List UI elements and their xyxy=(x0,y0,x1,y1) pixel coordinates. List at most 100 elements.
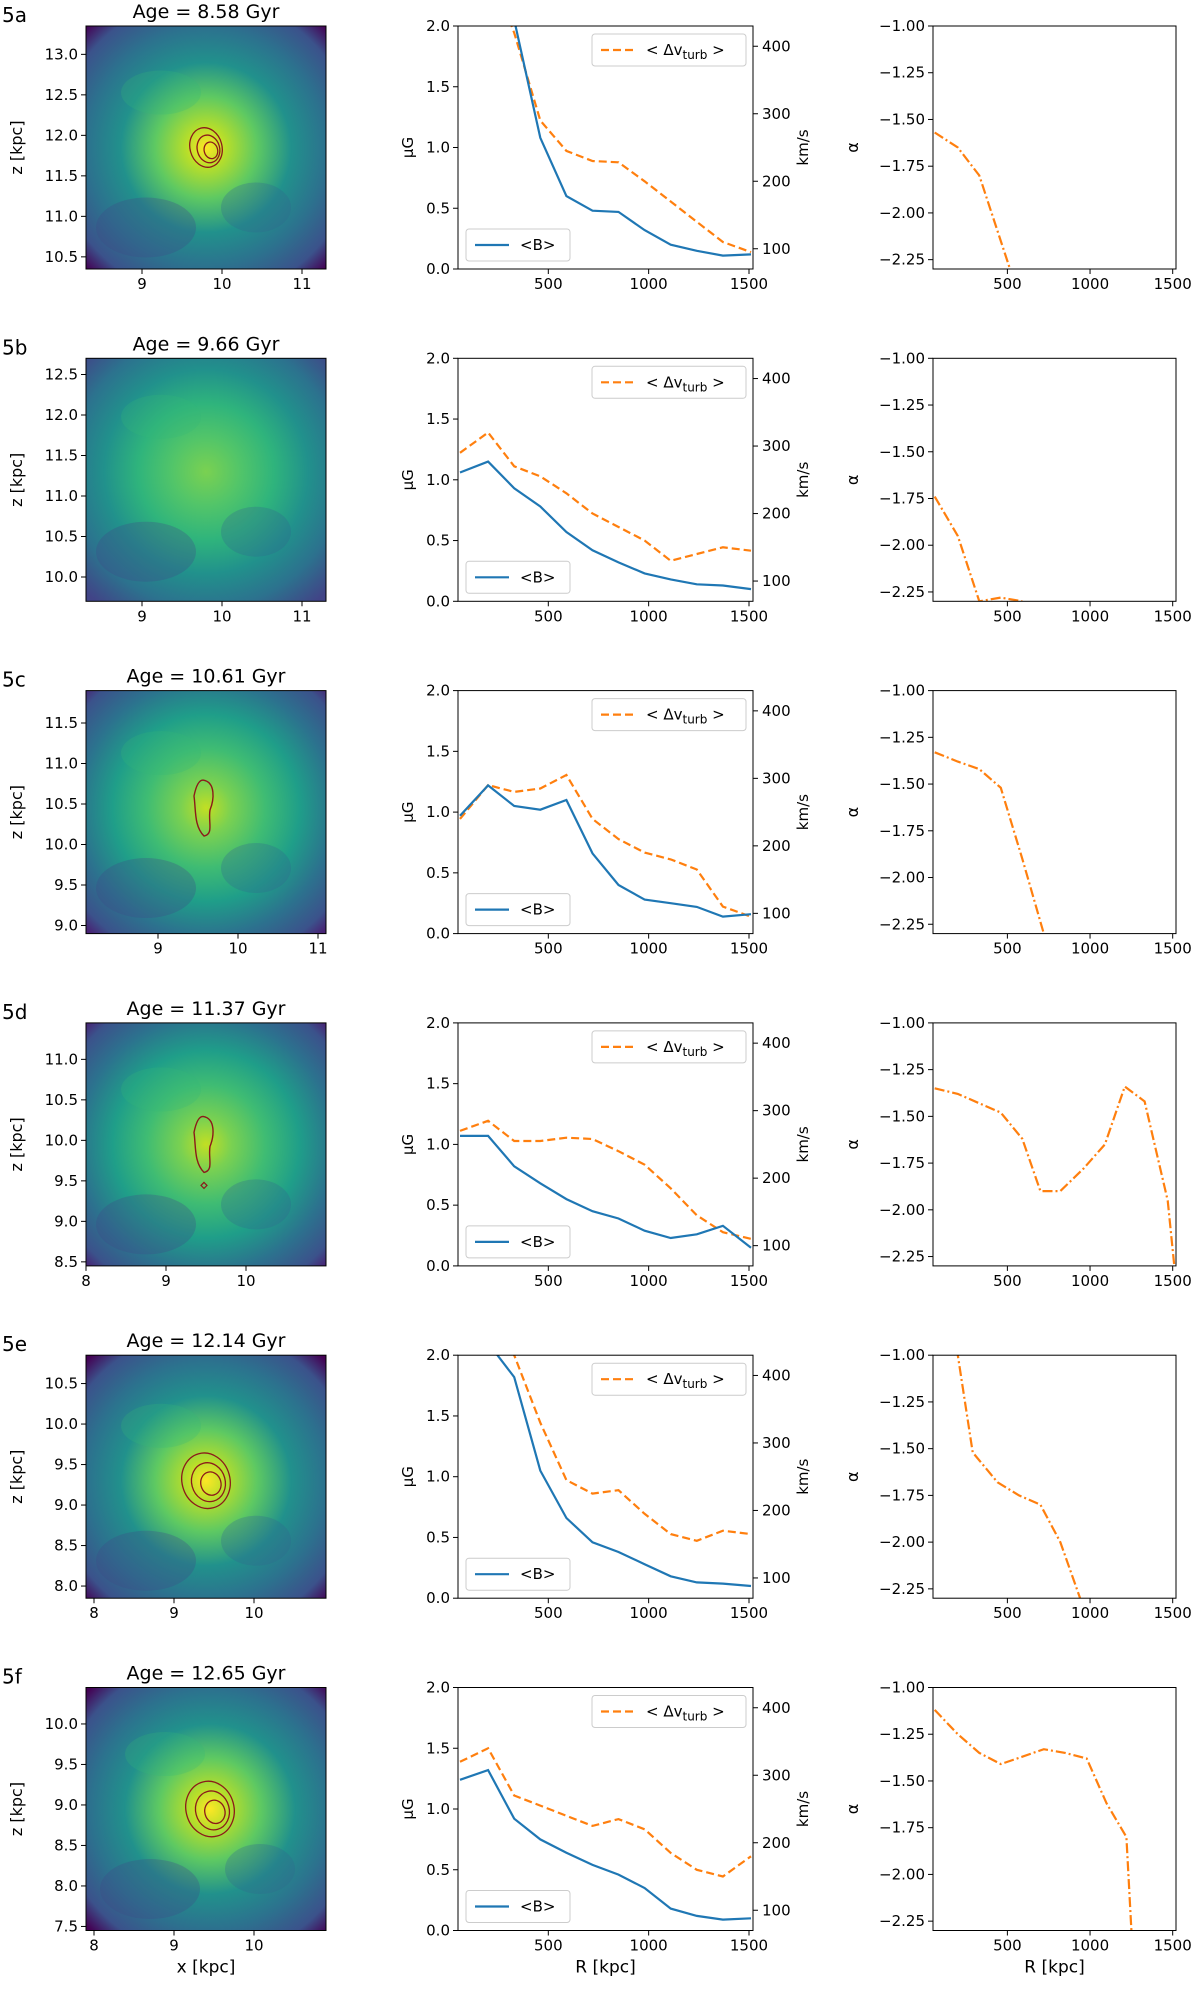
alpha-panel: 500 1000 1500 −1.00 −1.25 −1.50 −1.75 −2.00 −2.2… xyxy=(843,1679,1192,1978)
v-turb-line xyxy=(512,1355,752,1542)
legend-v: < Δvturb > xyxy=(591,698,747,732)
map-title: Age = 11.37 Gyr xyxy=(127,998,286,1020)
alpha-ytick: −1.75 xyxy=(879,1819,925,1837)
row-5c: 5c Age = 10.61 Gyr 9 10 11 9.0 9.5 10.0 10.5 11.0… xyxy=(2,666,1192,958)
legend-v-label: < Δvturb > xyxy=(646,373,725,394)
map-ytick: 8.5 xyxy=(54,1836,78,1854)
legend-v: < Δvturb > xyxy=(591,1030,747,1064)
legend-b: <B> xyxy=(465,1225,571,1259)
map-ylabel: z [kpc] xyxy=(7,785,26,839)
map-frame xyxy=(85,1354,327,1599)
map-frame xyxy=(85,25,327,270)
profile-panel: 500 1000 1500 0.0 0.5 1.0 1.5 2.0 100 200 300 400 μG… xyxy=(399,349,812,625)
map-ytick: 9.5 xyxy=(54,1456,78,1474)
map-image xyxy=(86,690,326,934)
map-xtick: 11 xyxy=(292,275,311,293)
legend-v-label: < Δvturb > xyxy=(646,41,725,62)
map-xlabel: x [kpc] xyxy=(177,1958,236,1978)
b-ytick: 0.5 xyxy=(426,199,450,217)
alpha-xtick: 500 xyxy=(993,1604,1022,1622)
map-frame xyxy=(85,690,327,935)
map-xtick: 10 xyxy=(236,1272,255,1290)
map-xtick: 9 xyxy=(137,275,147,293)
alpha-panel: 500 1000 1500 −1.00 −1.25 −1.50 −1.75 −2.00 −2.2… xyxy=(843,682,1192,958)
v-ytick: 200 xyxy=(762,1834,791,1852)
contour xyxy=(204,1799,226,1825)
alpha-ytick: −1.75 xyxy=(879,822,925,840)
alpha-xtick: 1500 xyxy=(1154,1272,1192,1290)
map-xtick: 11 xyxy=(292,607,311,625)
profile-xlabel: R [kpc] xyxy=(575,1958,635,1978)
v-ylabel: km/s xyxy=(794,129,812,165)
legend-b-label: <B> xyxy=(520,901,555,919)
alpha-xtick: 1000 xyxy=(1071,607,1109,625)
map-ytick: 11.0 xyxy=(45,1050,78,1068)
map-ylabel: z [kpc] xyxy=(7,1782,26,1836)
map-ytick: 10.5 xyxy=(45,528,78,546)
b-ytick: 1.5 xyxy=(426,1407,450,1425)
map-title: Age = 12.65 Gyr xyxy=(127,1663,286,1685)
alpha-ytick: −1.50 xyxy=(879,110,925,128)
b-field-line xyxy=(496,1355,752,1588)
alpha-ylabel: α xyxy=(843,475,862,486)
alpha-xtick: 500 xyxy=(993,940,1022,958)
v-ytick: 200 xyxy=(762,1501,791,1519)
v-ytick: 400 xyxy=(762,37,791,55)
map-ytick: 9.0 xyxy=(54,1496,78,1514)
v-ytick: 300 xyxy=(762,769,791,787)
map-xtick: 8 xyxy=(89,1604,99,1622)
legend-v-label: < Δvturb > xyxy=(646,1370,725,1391)
profile-xtick: 1500 xyxy=(730,1937,768,1955)
map-image xyxy=(86,1355,326,1599)
alpha-ytick: −2.25 xyxy=(879,1580,925,1598)
row-5b: 5b Age = 9.66 Gyr 9 10 11 10.0 10.5 11.0 11.5 12.… xyxy=(2,333,1192,625)
alpha-ytick: −2.00 xyxy=(879,1201,925,1219)
alpha-xtick: 1500 xyxy=(1154,275,1192,293)
legend-b-label: <B> xyxy=(520,568,555,586)
alpha-ytick: −2.00 xyxy=(879,204,925,222)
alpha-xtick: 500 xyxy=(993,607,1022,625)
v-ytick: 400 xyxy=(762,370,791,388)
b-field-line xyxy=(459,460,752,591)
profile-xtick: 500 xyxy=(534,1272,563,1290)
map-image xyxy=(86,26,326,269)
alpha-ytick: −2.25 xyxy=(879,915,925,933)
alpha-frame xyxy=(932,690,1177,935)
map-ytick: 11.0 xyxy=(45,755,78,773)
map-ytick: 10.0 xyxy=(45,1415,78,1433)
profile-panel: 500 1000 1500 0.0 0.5 1.0 1.5 2.0 100 200 300 400 μG… xyxy=(399,1346,812,1622)
map-title: Age = 8.58 Gyr xyxy=(133,1,280,23)
v-ytick: 400 xyxy=(762,1699,791,1717)
v-ylabel: km/s xyxy=(794,1791,812,1827)
b-field-line xyxy=(459,783,752,918)
profile-xtick: 500 xyxy=(534,1604,563,1622)
b-ytick: 1.0 xyxy=(426,1800,450,1818)
map-ytick: 7.5 xyxy=(54,1917,78,1935)
v-ytick: 100 xyxy=(762,904,791,922)
v-ytick: 400 xyxy=(762,702,791,720)
profile-xtick: 1500 xyxy=(730,1604,768,1622)
alpha-ytick: −2.25 xyxy=(879,583,925,601)
b-ytick: 1.5 xyxy=(426,1739,450,1757)
legend-v-label: < Δvturb > xyxy=(646,1038,725,1059)
panel-label: 5b xyxy=(2,335,27,359)
legend-v-label: < Δvturb > xyxy=(646,1703,725,1724)
v-ytick: 300 xyxy=(762,105,791,123)
v-ylabel: km/s xyxy=(794,794,812,830)
panel-label: 5a xyxy=(2,3,27,27)
b-ytick: 0.5 xyxy=(426,1196,450,1214)
alpha-ytick: −1.75 xyxy=(879,489,925,507)
legend-b-label: <B> xyxy=(520,236,555,254)
alpha-ytick: −1.25 xyxy=(879,728,925,746)
alpha-line xyxy=(934,751,1045,934)
map-image xyxy=(86,358,326,602)
contour xyxy=(203,141,219,160)
alpha-xtick: 1500 xyxy=(1154,1604,1192,1622)
alpha-ytick: −1.00 xyxy=(879,1346,925,1364)
profile-xtick: 1000 xyxy=(630,275,668,293)
alpha-ytick: −1.00 xyxy=(879,682,925,700)
legend-v: < Δvturb > xyxy=(591,1362,747,1396)
alpha-frame xyxy=(932,357,1177,602)
map-ytick: 10.0 xyxy=(45,568,78,586)
map-ytick: 12.0 xyxy=(45,126,78,144)
